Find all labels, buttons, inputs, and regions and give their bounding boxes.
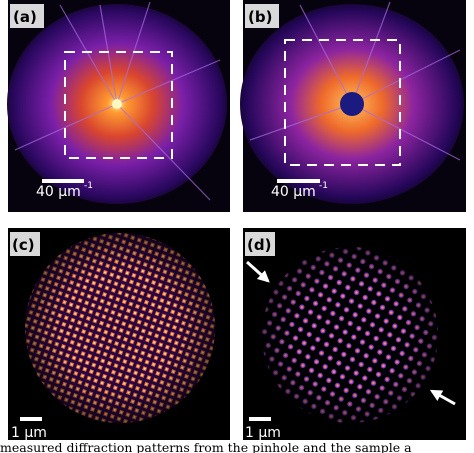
panel-label: (b) (248, 8, 272, 26)
scale-exponent: -1 (319, 181, 328, 191)
panel-b: (b) 40 µm -1 (240, 0, 466, 212)
panel-label: (d) (247, 236, 271, 254)
scale-text: 40 µm (36, 184, 81, 200)
panel-c: (c) 1 µm (8, 228, 230, 441)
scale-text: 1 µm (245, 425, 281, 441)
panel-label: (a) (13, 8, 37, 26)
scale-exponent: -1 (84, 181, 93, 191)
panel-a: (a) 40 µm -1 (7, 0, 230, 212)
scale-text: 40 µm (271, 184, 316, 200)
panel-label: (c) (12, 236, 35, 254)
caption: measured diffraction patterns from the p… (0, 440, 412, 453)
panel-d: (d) 1 µm (243, 228, 466, 441)
scale-text: 1 µm (11, 425, 47, 441)
